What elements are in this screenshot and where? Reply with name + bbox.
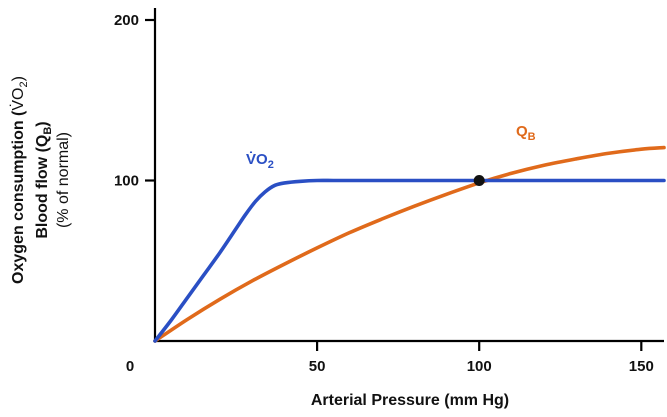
y-tick-label: 200 bbox=[114, 12, 139, 29]
x-tick-label: 100 bbox=[467, 358, 492, 375]
x-tick-label: 50 bbox=[309, 358, 326, 375]
y-axis-title-line: Oxygen consumption (V̇O2) bbox=[9, 76, 30, 284]
series-label-vo2: V̇O2 bbox=[246, 151, 274, 171]
plot-area: 100 200 0 50 100 150 Arterial Pressure (mm Hg)… bbox=[9, 8, 666, 409]
x-tick-label: 150 bbox=[629, 358, 654, 375]
series-label-qb: QB bbox=[516, 123, 536, 143]
y-tick-label: 100 bbox=[114, 173, 139, 190]
series-line-vo2 bbox=[153, 178, 666, 343]
x-tick-label: 0 bbox=[126, 358, 134, 375]
intersection-point bbox=[473, 175, 485, 186]
y-axis-title-line: (% of normal) bbox=[55, 132, 72, 228]
y-axis-title-line: Blood flow (QB) bbox=[34, 121, 54, 238]
series-line-qb bbox=[153, 145, 666, 343]
x-axis-title: Arterial Pressure (mm Hg) bbox=[311, 392, 509, 409]
